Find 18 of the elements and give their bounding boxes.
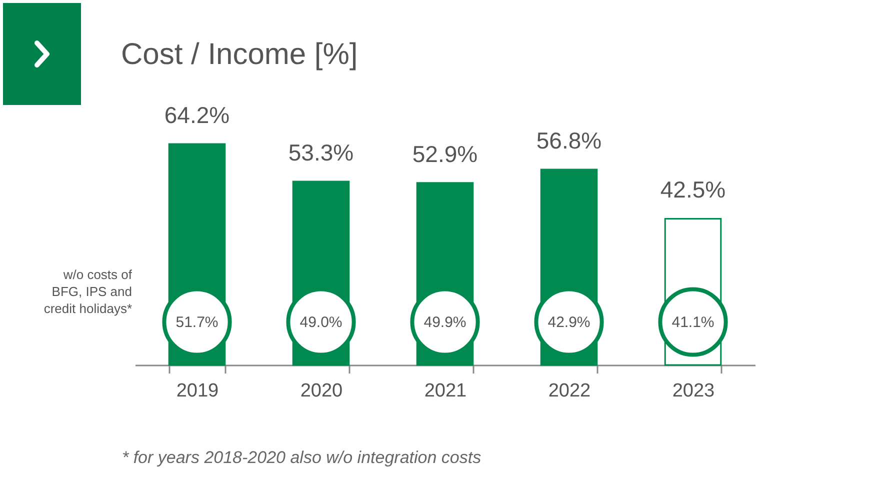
annotation: 49.9% xyxy=(424,314,466,331)
x-tick-label: 2023 xyxy=(672,380,715,402)
data-label: 64.2% xyxy=(164,102,230,128)
data-label: 53.3% xyxy=(288,140,354,166)
x-tick-label: 2020 xyxy=(300,380,343,402)
x-tick-label: 2022 xyxy=(548,380,591,402)
x-tick-label: 2019 xyxy=(176,380,219,402)
annotation: 42.9% xyxy=(548,314,590,331)
text: * for years 2018-2020 also w/o integration costs xyxy=(122,448,482,468)
x-tick-label: 2021 xyxy=(424,380,467,402)
chart-title: Cost / Income [%] xyxy=(121,38,358,72)
text: w/o costs of BFG, IPS and credit holidays* xyxy=(42,266,132,317)
annotation: 51.7% xyxy=(176,314,218,331)
annotation: 49.0% xyxy=(300,314,342,331)
annotation: 41.1% xyxy=(672,314,714,331)
data-label: 42.5% xyxy=(660,176,726,203)
data-label: 52.9% xyxy=(412,140,478,167)
data-label: 56.8% xyxy=(536,127,602,154)
